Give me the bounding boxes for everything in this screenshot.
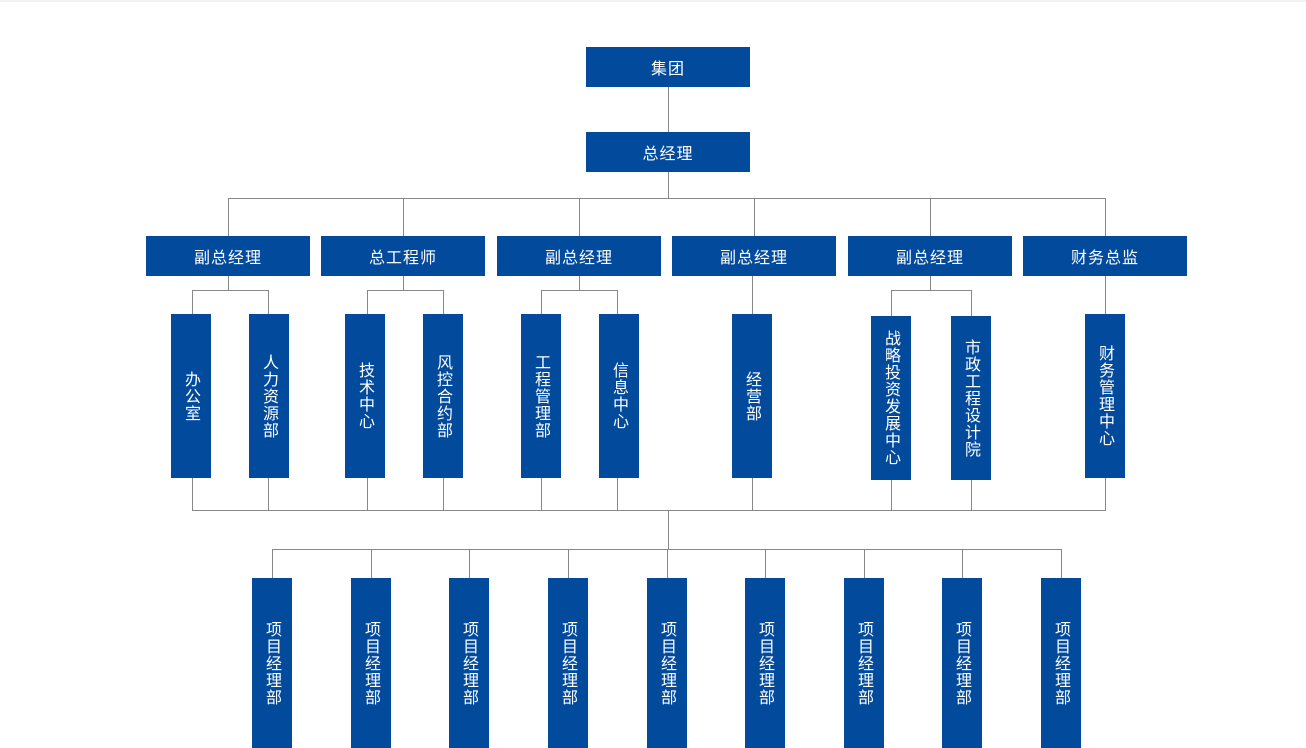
node-label: 副总经理 xyxy=(895,248,964,267)
node-executive: 副总经理 xyxy=(672,236,836,276)
node-label: 经营部 xyxy=(743,370,762,422)
node-executive: 副总经理 xyxy=(848,236,1012,276)
node-label: 技术中心 xyxy=(356,362,375,430)
node-department: 经营部 xyxy=(732,314,772,478)
node-label: 副总经理 xyxy=(544,248,613,267)
node-department: 人力资源部 xyxy=(249,314,289,478)
node-project-department: 项目经理部 xyxy=(548,578,588,748)
node-label: 财务管理中心 xyxy=(1096,345,1115,447)
node-project-department: 项目经理部 xyxy=(745,578,785,748)
node-label: 项目经理部 xyxy=(1052,620,1071,706)
node-label: 项目经理部 xyxy=(362,620,381,706)
node-project-department: 项目经理部 xyxy=(252,578,292,748)
node-label: 工程管理部 xyxy=(532,353,551,439)
node-department: 战略投资发展中心 xyxy=(871,316,911,480)
node-label: 风控合约部 xyxy=(434,353,453,439)
node-project-department: 项目经理部 xyxy=(351,578,391,748)
node-label: 财务总监 xyxy=(1070,248,1139,267)
node-label: 副总经理 xyxy=(719,248,788,267)
node-label: 总工程师 xyxy=(368,248,437,267)
node-label: 办公室 xyxy=(182,370,201,422)
node-label: 项目经理部 xyxy=(756,620,775,706)
node-department: 办公室 xyxy=(171,314,211,478)
node-project-department: 项目经理部 xyxy=(647,578,687,748)
node-label: 战略投资发展中心 xyxy=(882,330,901,466)
node-project-department: 项目经理部 xyxy=(844,578,884,748)
node-executive: 财务总监 xyxy=(1023,236,1187,276)
node-general-manager: 总经理 xyxy=(586,132,750,172)
node-department: 工程管理部 xyxy=(521,314,561,478)
node-label: 信息中心 xyxy=(610,362,629,430)
node-label: 项目经理部 xyxy=(263,620,282,706)
node-department: 信息中心 xyxy=(599,314,639,478)
node-department: 技术中心 xyxy=(345,314,385,478)
node-project-department: 项目经理部 xyxy=(449,578,489,748)
node-department: 风控合约部 xyxy=(423,314,463,478)
node-label: 人力资源部 xyxy=(260,353,279,439)
node-executive: 副总经理 xyxy=(146,236,310,276)
node-label: 总经理 xyxy=(642,144,694,163)
node-label: 项目经理部 xyxy=(953,620,972,706)
node-label: 项目经理部 xyxy=(855,620,874,706)
top-border xyxy=(0,0,1306,2)
node-label: 集团 xyxy=(650,59,685,78)
node-label: 项目经理部 xyxy=(559,620,578,706)
node-department: 财务管理中心 xyxy=(1085,314,1125,478)
node-label: 项目经理部 xyxy=(658,620,677,706)
node-project-department: 项目经理部 xyxy=(942,578,982,748)
node-label: 副总经理 xyxy=(193,248,262,267)
node-project-department: 项目经理部 xyxy=(1041,578,1081,748)
node-department: 市政工程设计院 xyxy=(951,316,991,480)
node-group: 集团 xyxy=(586,47,750,87)
node-executive: 总工程师 xyxy=(321,236,485,276)
node-executive: 副总经理 xyxy=(497,236,661,276)
node-label: 项目经理部 xyxy=(460,620,479,706)
node-label: 市政工程设计院 xyxy=(962,338,981,458)
